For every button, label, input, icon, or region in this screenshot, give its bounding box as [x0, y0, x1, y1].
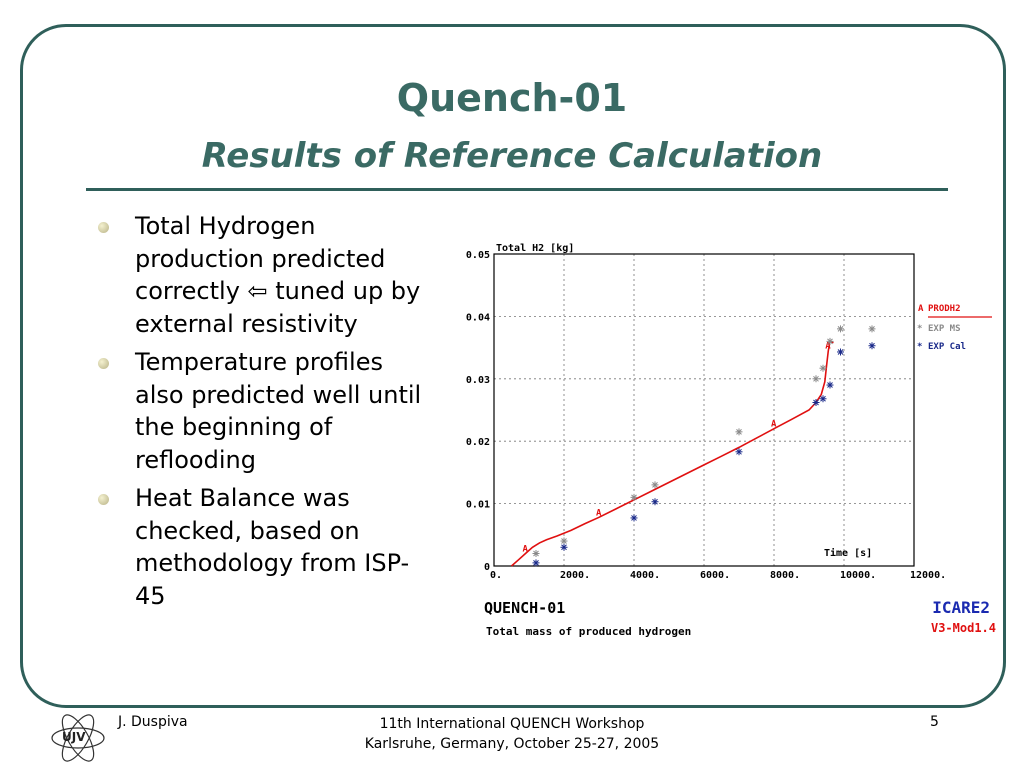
series-point-exp-ms	[560, 537, 568, 545]
bullet-item: Temperature profiles also predicted well…	[98, 346, 438, 476]
series-point-exp-cal	[532, 559, 540, 567]
series-point-exp-cal	[837, 348, 844, 356]
case-label: QUENCH-01	[484, 599, 565, 617]
chart-legend: A PRODH2 * EXP MS * EXP Cal	[917, 304, 992, 352]
series-point-exp-cal	[560, 543, 568, 551]
series-marker-prodh2: A	[771, 420, 777, 430]
x-axis-label: Time [s]	[824, 547, 872, 559]
bullet-list: Total Hydrogen production predicted corr…	[98, 210, 438, 618]
x-tick-label: 12000.	[910, 570, 946, 581]
y-tick-label: 0.04	[466, 312, 490, 323]
series-point-exp-cal	[826, 381, 834, 389]
y-tick-label: 0.02	[466, 437, 490, 448]
series-point-exp-ms	[651, 481, 659, 489]
series-marker-prodh2: A	[825, 342, 831, 352]
legend-entry-exp-cal: EXP Cal	[928, 342, 966, 352]
y-tick-label: 0.05	[466, 250, 490, 261]
x-tick-label: 4000.	[630, 570, 660, 581]
series-point-exp-ms	[826, 337, 834, 345]
bullet-dot-icon	[98, 494, 109, 505]
x-tick-label: 0.	[490, 570, 502, 581]
series-point-exp-ms	[532, 550, 540, 558]
series-marker-prodh2: A	[523, 545, 529, 555]
series-point-exp-cal	[651, 498, 659, 506]
legend-marker-prodh2: A	[918, 304, 924, 314]
y-tick-label: 0.01	[466, 500, 490, 511]
bullet-item: Total Hydrogen production predicted corr…	[98, 210, 438, 340]
bullet-dot-icon	[98, 222, 109, 233]
logo-text: UJV	[62, 730, 86, 744]
chart-caption: Total mass of produced hydrogen	[486, 625, 691, 638]
footer-author: J. Duspiva	[118, 714, 188, 730]
series-point-exp-ms	[630, 493, 638, 501]
series-marker-prodh2: A	[596, 508, 602, 518]
series-point-exp-cal	[868, 342, 876, 350]
legend-entry-exp-ms: EXP MS	[928, 324, 961, 334]
chart-svg: 0. 2000. 4000. 6000. 8000. 10000. 12000. 0 0.01 0…	[466, 243, 996, 638]
series-point-exp-cal	[812, 399, 820, 407]
slide-frame	[20, 24, 1006, 708]
x-tick-label: 8000.	[770, 570, 800, 581]
series-point-exp-ms	[812, 375, 820, 383]
code-version: V3-Mod1.4	[931, 621, 996, 635]
legend-marker-exp-cal: *	[917, 342, 922, 352]
slide-subtitle: Results of Reference Calculation	[201, 136, 823, 176]
chart-series: A A A A	[510, 325, 876, 567]
x-tick-label: 6000.	[700, 570, 730, 581]
x-tick-label: 10000.	[840, 570, 876, 581]
code-name: ICARE2	[932, 598, 990, 617]
series-point-exp-ms	[735, 428, 743, 436]
bullet-item: Heat Balance was checked, based on metho…	[98, 482, 438, 612]
footer-event: 11th International QUENCH Workshop Karls…	[290, 714, 734, 754]
legend-entry-prodh2: PRODH2	[928, 304, 961, 314]
plot-area-border	[493, 253, 915, 567]
logo-atom-icon	[51, 714, 105, 762]
y-tick-label: 0.03	[466, 375, 490, 386]
hydrogen-chart: 0. 2000. 4000. 6000. 8000. 10000. 12000. 0 0.01 0…	[456, 236, 1016, 646]
legend-marker-exp-ms: *	[917, 324, 922, 334]
slide-title: Quench-01	[396, 76, 628, 120]
page-number: 5	[930, 714, 939, 730]
x-tick-label: 2000.	[560, 570, 590, 581]
chart-title: Total H2 [kg]	[496, 243, 574, 254]
ujv-logo: UJV	[48, 710, 108, 766]
series-point-exp-cal	[630, 514, 638, 522]
bullet-text: Temperature profiles also predicted well…	[135, 348, 422, 474]
footer-event-line2: Karlsruhe, Germany, October 25-27, 2005	[364, 736, 660, 752]
chart-ticks: 0. 2000. 4000. 6000. 8000. 10000. 12000. 0 0.01 0…	[466, 250, 946, 581]
footer-event-line1: 11th International QUENCH Workshop	[379, 716, 645, 732]
title-divider	[86, 188, 948, 191]
series-point-exp-cal	[735, 448, 743, 456]
series-point-exp-ms	[868, 325, 876, 333]
series-line-prodh2	[510, 340, 834, 567]
bullet-text: Total Hydrogen production predicted corr…	[135, 212, 421, 338]
series-point-exp-ms	[819, 364, 827, 372]
series-point-exp-cal	[819, 395, 827, 403]
bullet-dot-icon	[98, 358, 109, 369]
y-tick-label: 0	[484, 562, 490, 573]
bullet-text: Heat Balance was checked, based on metho…	[135, 484, 410, 610]
chart-grid	[494, 254, 914, 566]
series-point-exp-ms	[837, 325, 844, 333]
